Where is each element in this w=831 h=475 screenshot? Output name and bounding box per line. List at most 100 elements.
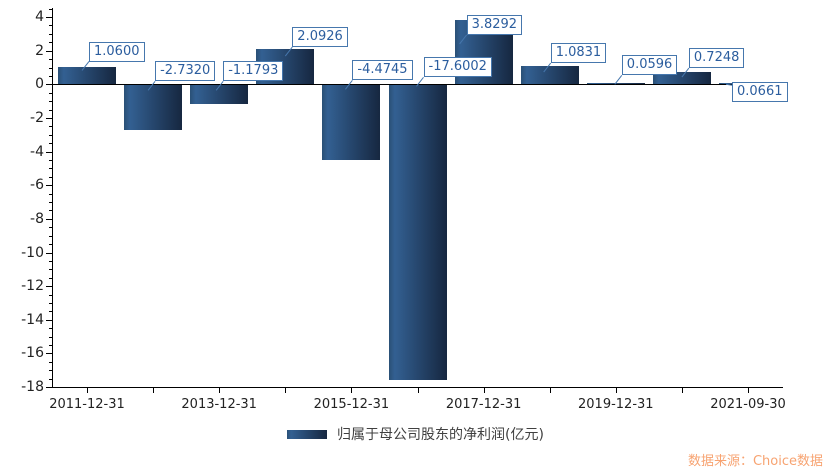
y-axis-tick-label: 2: [35, 42, 44, 59]
bar[interactable]: [322, 84, 381, 160]
y-axis-minor-tick: [49, 25, 52, 27]
y-axis-minor-tick: [49, 378, 52, 380]
y-axis-major-tick: [46, 319, 52, 321]
y-axis-minor-tick: [49, 143, 52, 145]
y-axis-minor-tick: [49, 210, 52, 212]
y-axis-major-tick: [46, 50, 52, 52]
y-axis-major-tick: [46, 252, 52, 254]
y-axis-minor-tick: [49, 134, 52, 136]
y-axis-minor-tick: [49, 126, 52, 128]
bar[interactable]: [388, 84, 447, 381]
x-axis-tick-label: 2021-09-30: [710, 397, 786, 412]
value-label: 1.0600: [89, 41, 145, 62]
y-axis-major-tick: [46, 218, 52, 220]
y-axis-tick-label: -16: [21, 345, 44, 362]
y-axis-minor-tick: [49, 235, 52, 237]
y-axis-minor-tick: [49, 168, 52, 170]
value-label: 0.7248: [688, 48, 745, 69]
y-axis-tick-label: -10: [21, 244, 44, 261]
value-label: 0.0661: [732, 82, 788, 103]
y-axis-minor-tick: [49, 269, 52, 271]
value-label: -4.4745: [352, 60, 413, 81]
zero-line: [52, 84, 783, 85]
y-axis-major-tick: [46, 353, 52, 355]
y-axis-minor-tick: [49, 328, 52, 330]
y-axis-minor-tick: [49, 92, 52, 94]
y-axis-major-tick: [46, 185, 52, 187]
y-axis-minor-tick: [49, 227, 52, 229]
value-label: 1.0831: [550, 43, 607, 64]
x-axis-tick: [351, 387, 353, 393]
x-axis-tick-label: 2013-12-31: [181, 397, 257, 412]
y-axis-minor-tick: [49, 345, 52, 346]
y-axis-major-tick: [46, 151, 52, 153]
y-axis-major-tick: [46, 84, 52, 86]
x-axis-tick-label: 2011-12-31: [49, 397, 125, 412]
y-axis-major-tick: [46, 117, 52, 119]
y-axis-tick-label: 0: [35, 76, 44, 93]
x-axis-tick-label: 2017-12-31: [445, 397, 522, 412]
y-axis-minor-tick: [49, 202, 52, 203]
data-source-note: 数据来源：Choice数据: [687, 454, 823, 469]
y-axis-minor-tick: [49, 33, 52, 35]
y-axis-minor-tick: [49, 75, 52, 77]
y-axis-minor-tick: [49, 101, 52, 103]
x-axis-tick: [417, 387, 419, 393]
value-label: -17.6002: [423, 57, 492, 78]
x-axis-tick: [615, 387, 617, 393]
y-axis-minor-tick: [49, 109, 52, 111]
x-axis-tick-label: 2019-12-31: [578, 397, 654, 412]
bar[interactable]: [190, 84, 249, 105]
value-label: -2.7320: [155, 61, 216, 82]
bar[interactable]: [124, 84, 183, 131]
y-axis-major-tick: [46, 387, 52, 388]
y-axis-minor-tick: [49, 311, 52, 313]
x-axis-tick-label: 2015-12-31: [313, 397, 390, 412]
y-axis-minor-tick: [49, 42, 52, 44]
y-axis-tick-label: -14: [21, 311, 44, 328]
y-axis-minor-tick: [49, 193, 52, 195]
y-axis-minor-tick: [49, 59, 52, 61]
y-axis-minor-tick: [49, 67, 52, 69]
legend-swatch-icon: [287, 429, 328, 439]
x-axis-tick: [549, 387, 551, 393]
y-axis-minor-tick: [49, 370, 52, 372]
y-axis-line: [52, 8, 53, 387]
y-axis-major-tick: [46, 17, 52, 18]
y-axis-tick-label: -6: [30, 177, 44, 194]
legend-label: 归属于母公司股东的净利润(亿元): [337, 427, 544, 443]
y-axis-minor-tick: [49, 8, 52, 10]
x-axis-tick: [285, 387, 287, 393]
bar[interactable]: [520, 66, 579, 85]
y-axis-minor-tick: [49, 294, 52, 296]
y-axis-minor-tick: [49, 277, 52, 279]
value-label: 3.8292: [466, 14, 523, 35]
y-axis-minor-tick: [49, 260, 52, 262]
y-axis-tick-label: -18: [21, 379, 44, 395]
y-axis-tick-label: -4: [30, 143, 44, 160]
value-label: -1.1793: [223, 61, 284, 82]
y-axis-minor-tick: [49, 361, 52, 363]
y-axis-tick-label: 4: [35, 9, 44, 25]
y-axis-tick-label: -8: [30, 210, 44, 227]
y-axis-major-tick: [46, 286, 52, 288]
bar[interactable]: [58, 66, 116, 85]
value-label: 2.0926: [292, 27, 348, 48]
y-axis-tick-label: -12: [21, 278, 44, 295]
value-label: 0.0596: [621, 55, 678, 76]
x-axis-tick: [681, 387, 683, 393]
x-axis-tick: [483, 387, 485, 393]
y-axis-minor-tick: [49, 160, 52, 161]
legend[interactable]: 归属于母公司股东的净利润(亿元): [0, 424, 831, 444]
x-axis-tick: [153, 387, 155, 393]
y-axis-minor-tick: [49, 336, 52, 338]
y-axis-minor-tick: [49, 302, 52, 304]
x-axis-tick: [219, 387, 221, 393]
y-axis-tick-label: -2: [30, 109, 44, 126]
y-axis-minor-tick: [49, 176, 52, 178]
x-axis-tick: [748, 387, 749, 393]
y-axis-minor-tick: [49, 244, 52, 246]
x-axis-tick: [87, 387, 88, 393]
